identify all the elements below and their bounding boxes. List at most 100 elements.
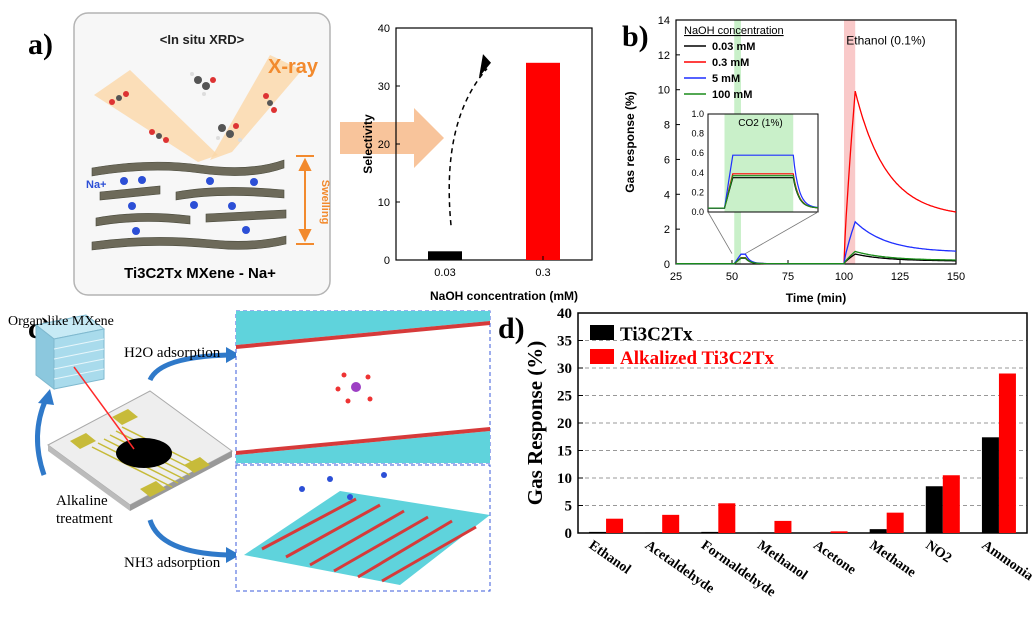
x-tick-label: 0.03 [434,267,455,279]
inset-y-tick-label: 0.6 [691,148,704,158]
plot-frame [395,27,593,261]
h2o-simulation-box [235,310,491,464]
bar [718,503,736,533]
y-tick-label: 20 [378,139,390,151]
bar [942,475,960,533]
x-tick-label: 0.3 [535,267,550,279]
x-tick-label: 100 [835,271,853,283]
y-tick-label: 30 [557,361,572,377]
x-tick-label: 75 [782,271,794,283]
ethanol-annotation: Ethanol (0.1%) [846,33,925,47]
co2-molecule-icon [109,91,277,143]
trend-arrowhead-icon [479,54,491,78]
bar [998,373,1016,533]
bar [589,531,607,533]
x-tick-label: Methane [866,538,918,581]
ethanol-exposure-band [844,20,856,264]
y-tick-label: 0 [384,255,390,267]
y-tick-label: 20 [557,416,572,432]
x-tick-label: 150 [947,271,965,283]
swelling-label: Swelling [319,180,331,225]
series-line [676,250,956,265]
series-line [676,90,957,265]
y-tick-label: 35 [557,334,572,350]
y-tick-label: 4 [664,189,670,201]
bar [886,512,904,533]
y-tick-label: 6 [664,154,670,166]
bar [869,529,887,533]
ethanol-molecule-icon [190,72,242,142]
legend-label: 5 mM [712,73,740,85]
transition-arrow-icon [340,108,444,168]
bar [428,251,462,260]
y-tick-label: 30 [378,81,390,93]
x-axis-label: Time (min) [786,291,846,305]
alkaline-label: Alkaline [56,493,108,509]
selectivity-chart: 0 10 20 30 40 0.03 0.3 NaOH concentration (mM) S… [361,23,593,303]
inset-y-tick-label: 0.8 [691,129,704,139]
inset-co2-band [724,114,794,212]
inset-frame [707,113,819,213]
bar [981,437,999,533]
panel-label-b: b) [622,20,649,53]
x-tick-label: Ammonia [979,538,1033,584]
x-tick-label: 25 [670,271,682,283]
y-tick-label: 0 [565,526,573,542]
schematic-a: <In situ XRD> X-ray Na+ Swelling Ti3C2Tx… [73,12,444,296]
y-tick-label: 15 [557,444,572,460]
y-tick-label: 10 [378,197,390,209]
y-tick-label: 10 [557,471,572,487]
h2o-adsorption-label: H2O adsorption [124,345,221,361]
inset-y-tick-label: 0.0 [691,207,704,217]
organ-like-mxene-label: Organ-like MXene [8,314,114,329]
na-ion-icons [120,176,258,235]
y-tick-label: 40 [378,23,390,35]
inset-connector [707,211,733,254]
plot-frame [577,312,1028,534]
bar [662,514,680,533]
x-tick-label: 125 [891,271,909,283]
mxene-cube-icon [34,314,106,391]
y-axis-label: Selectivity [361,114,375,174]
h2o-arrow-icon [147,352,229,382]
inset-series-line [708,175,819,209]
inset-y-tick-label: 1.0 [691,109,704,119]
nh3-simulation-box [235,464,491,592]
legend-swatch [590,325,614,340]
legend-label: 0.03 mM [712,41,755,53]
h2o-arrowhead-icon [226,347,240,363]
bar [830,531,848,533]
schematic-c: Organ-like MXene H2O adsorption NH3 adso… [8,310,491,592]
alkaline-arrow-icon [34,397,49,476]
schematic-a-heading: <In situ XRD> [160,32,245,47]
x-tick-label: Acetone [810,538,858,578]
y-tick-label: 10 [658,85,670,97]
inset-label: CO2 (1%) [738,118,782,129]
y-axis-label: Gas response (%) [623,91,637,192]
inset-connector [745,211,819,254]
y-tick-label: 8 [664,120,670,132]
sensor-chip-icon [47,366,233,511]
inset-y-tick-label: 0.4 [691,168,704,178]
x-axis-label: NaOH concentration (mM) [430,289,578,303]
bar [757,532,775,533]
bar [701,531,719,533]
y-tick-label: 40 [557,306,572,322]
xray-label: X-ray [268,56,319,78]
legend-title: NaOH concentration [684,25,784,37]
y-axis-label: Gas Response (%) [523,341,547,506]
y-tick-label: 2 [664,224,670,236]
gas-response-time-chart: 0 2 4 6 8 10 12 14 25 50 75 100 125 150 Time (min) Gas … [623,15,965,305]
mxene-layers [91,159,287,251]
panel-label-d: d) [498,312,525,345]
y-tick-label: 5 [565,499,573,515]
bar [606,518,624,533]
inset-y-tick-label: 0.2 [691,187,704,197]
inset-series-line [708,154,819,209]
bar [526,62,560,260]
x-tick-label: NO2 [923,538,955,566]
na-ion-label: Na+ [86,179,107,191]
y-tick-label: 14 [658,15,670,27]
legend-label: 0.3 mM [712,57,749,69]
